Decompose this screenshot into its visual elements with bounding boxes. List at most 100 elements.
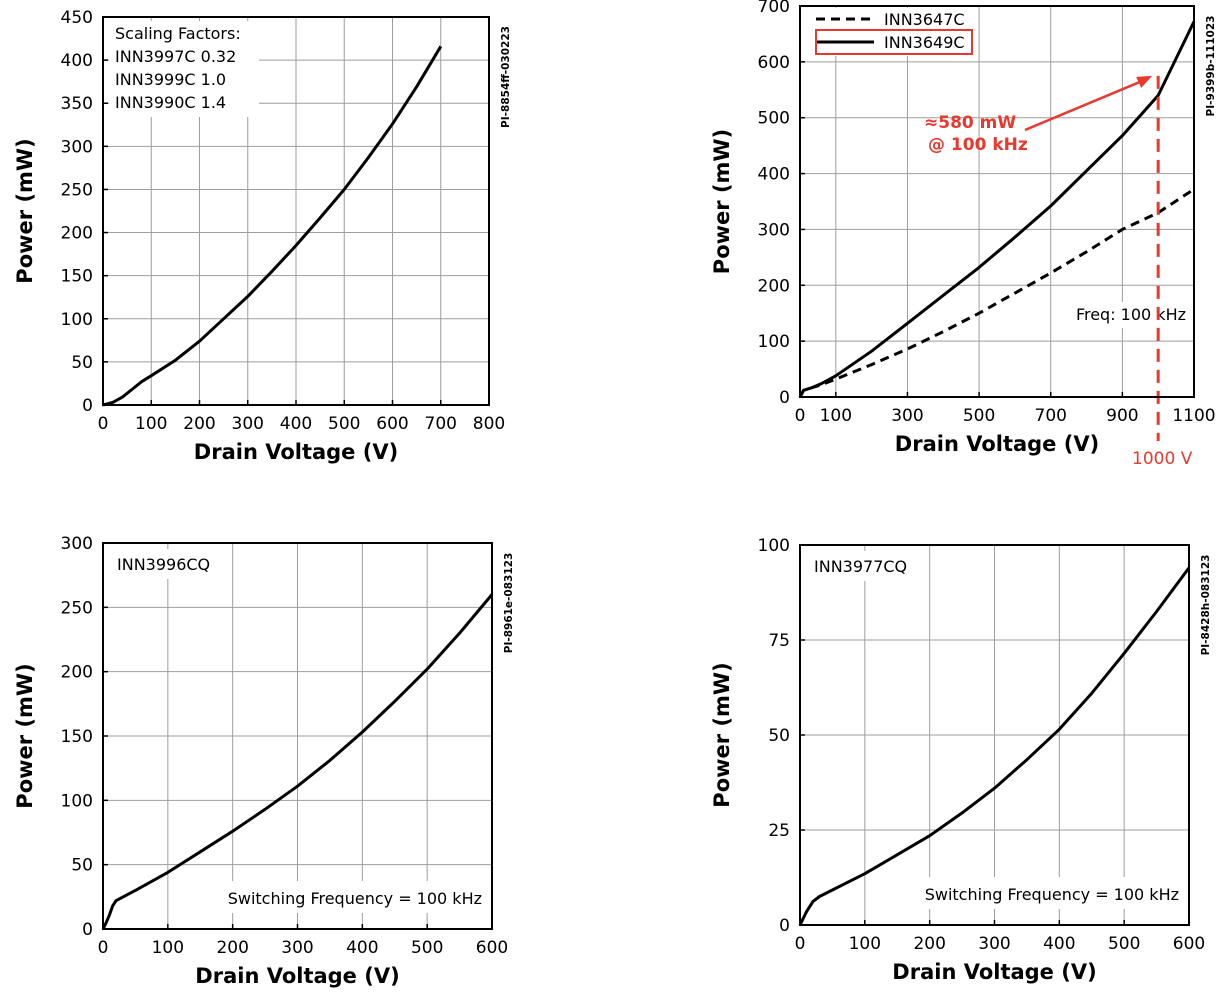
voltage-marker-label: 1000 V — [1132, 449, 1193, 469]
plot-frame — [102, 16, 490, 406]
callout-arrowhead — [1136, 75, 1153, 88]
figure-id: PI-8961e-083123 — [503, 553, 515, 654]
y-tick-label: 0 — [779, 388, 790, 408]
legend: INN3647C INN3649C — [804, 8, 974, 56]
frequency-label: Freq: 100 kHz — [1076, 305, 1186, 324]
y-tick-label: 200 — [61, 224, 93, 244]
device-label: INN3996CQ — [117, 555, 210, 574]
plot-frame — [799, 544, 1190, 926]
y-tick-label: 300 — [758, 220, 790, 240]
freq-label-bg — [212, 881, 486, 913]
y-tick-label: 250 — [61, 180, 93, 200]
x-tick-label: 500 — [328, 414, 360, 434]
y-axis-label: Power (mW) — [710, 662, 734, 807]
y-axis-label: Power (mW) — [13, 663, 37, 808]
y-axis-label: Power (mW) — [710, 129, 734, 274]
x-tick-label: 700 — [1035, 406, 1067, 426]
figure-id: PI-9399b-111023 — [1205, 16, 1217, 117]
y-tick-label: 200 — [758, 276, 790, 296]
y-tick-label: 700 — [758, 0, 790, 17]
y-tick-label: 300 — [61, 137, 93, 157]
y-tick-label: 350 — [61, 94, 93, 114]
x-tick-label: 400 — [346, 938, 378, 958]
x-tick-label: 100 — [820, 406, 852, 426]
x-tick-label: 600 — [376, 414, 408, 434]
x-tick-label: 400 — [280, 414, 312, 434]
x-tick-label: 600 — [1173, 934, 1205, 954]
y-tick-label: 50 — [768, 726, 790, 746]
device-label-bg — [109, 549, 219, 579]
x-axis-label: Drain Voltage (V) — [892, 960, 1096, 984]
y-tick-label: 0 — [82, 396, 93, 416]
freq-label-bg — [1062, 302, 1190, 328]
x-tick-label: 100 — [849, 934, 881, 954]
x-tick-label: 300 — [281, 938, 313, 958]
frequency-label: Switching Frequency = 100 kHz — [228, 889, 482, 908]
legend-label: INN3649C — [884, 33, 965, 52]
y-tick-label: 250 — [61, 598, 93, 618]
x-axis-label: Drain Voltage (V) — [194, 440, 398, 464]
x-tick-label: 500 — [1108, 934, 1140, 954]
scaling-factor-text: INN3997C 0.32 — [115, 47, 236, 66]
x-tick-label: 200 — [183, 414, 215, 434]
series-line — [102, 45, 443, 407]
chart-panel-4: 0 100 200 300 400 500 600 0 25 50 75 100 Drain Volta… — [710, 536, 1212, 984]
series-line — [101, 593, 494, 930]
grid — [800, 545, 1189, 925]
x-tick-label: 300 — [891, 406, 923, 426]
legend-highlight-box — [815, 29, 973, 55]
y-tick-label: 450 — [61, 8, 93, 28]
scaling-factors-box — [109, 21, 259, 117]
y-tick-label: 50 — [71, 353, 93, 373]
x-tick-label: 0 — [98, 938, 109, 958]
x-tick-label: 500 — [411, 938, 443, 958]
y-tick-label: 400 — [758, 165, 790, 185]
y-tick-label: 75 — [768, 631, 790, 651]
y-tick-label: 500 — [758, 109, 790, 129]
x-tick-label: 200 — [913, 934, 945, 954]
scaling-factor-text: INN3990C 1.4 — [115, 93, 226, 112]
x-tick-label: 600 — [476, 938, 508, 958]
series-line — [798, 566, 1191, 926]
grid — [103, 543, 492, 929]
series-line-inn3647c — [798, 187, 1195, 398]
freq-label-bg — [909, 877, 1183, 909]
callout-text: ≈580 mW — [924, 113, 1016, 133]
figure-id: PI-8428h-083123 — [1200, 555, 1212, 656]
plot-frame — [102, 542, 493, 930]
chart-panel-1: 0 100 200 300 400 500 600 700 800 0 50 100 150 200 250… — [13, 8, 512, 464]
x-tick-label: 100 — [152, 938, 184, 958]
y-tick-label: 150 — [61, 267, 93, 287]
x-tick-label: 800 — [473, 414, 505, 434]
scaling-factor-text: Scaling Factors: — [115, 24, 241, 43]
y-tick-label: 300 — [61, 534, 93, 554]
device-label: INN3977CQ — [814, 557, 907, 576]
y-tick-label: 100 — [758, 536, 790, 556]
y-tick-label: 25 — [768, 821, 790, 841]
scaling-factor-text: INN3999C 1.0 — [115, 70, 226, 89]
y-tick-label: 100 — [758, 332, 790, 352]
grid — [103, 17, 489, 405]
y-tick-label: 0 — [82, 920, 93, 940]
x-tick-label: 900 — [1106, 406, 1138, 426]
y-tick-label: 150 — [61, 727, 93, 747]
x-tick-label: 700 — [425, 414, 457, 434]
plot-frame — [799, 5, 1195, 398]
x-tick-label: 100 — [135, 414, 167, 434]
x-tick-label: 300 — [978, 934, 1010, 954]
y-axis-label: Power (mW) — [13, 138, 37, 283]
x-tick-label: 0 — [795, 406, 806, 426]
y-tick-label: 200 — [61, 663, 93, 683]
figure-id: PI-8854ff-030223 — [500, 26, 512, 128]
y-tick-label: 100 — [61, 791, 93, 811]
chart-panel-3: 0 100 200 300 400 500 600 0 50 100 150 200 250 300 Dra… — [13, 534, 515, 988]
x-tick-label: 200 — [216, 938, 248, 958]
series-line-inn3649c — [798, 20, 1196, 398]
y-tick-label: 400 — [61, 51, 93, 71]
x-tick-label: 500 — [963, 406, 995, 426]
x-tick-label: 0 — [98, 414, 109, 434]
frequency-label: Switching Frequency = 100 kHz — [925, 885, 1179, 904]
callout-text: @ 100 kHz — [928, 135, 1028, 155]
